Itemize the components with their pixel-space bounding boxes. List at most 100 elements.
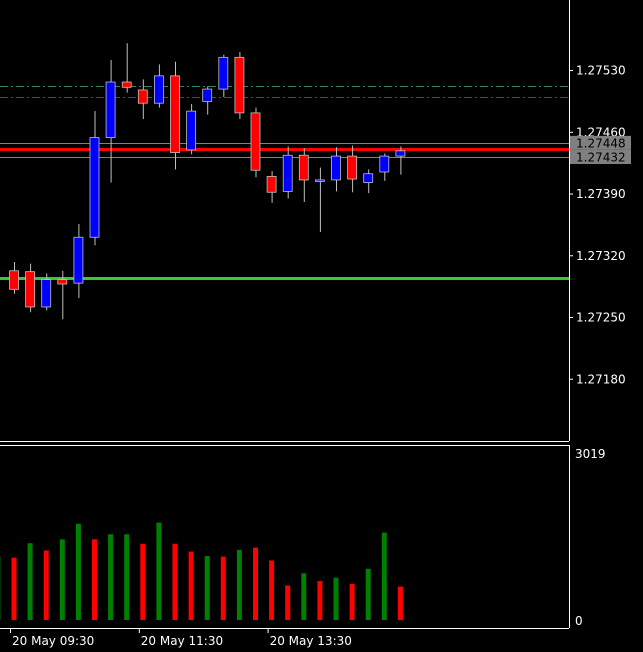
volume-panel: 3019 0 (0, 447, 606, 628)
price-tick-label: 1.27250 (576, 311, 626, 325)
volume-bar (397, 586, 403, 620)
candle (218, 54, 229, 98)
candle-body-bullish (73, 236, 84, 284)
candle-body-bullish (363, 173, 374, 183)
volume-bar (188, 551, 194, 620)
time-tick-label: 20 May 11:30 (141, 634, 223, 648)
candle-body-bearish (121, 81, 132, 88)
price-axis-ticks: 1.27530 1.27460 1.27390 1.27320 1.27250 1.271… (569, 64, 626, 386)
candle (9, 261, 19, 294)
candle (331, 147, 341, 192)
candle (170, 61, 180, 170)
volume-bar (253, 547, 258, 620)
candle (25, 263, 36, 313)
time-axis: 20 May 09:30 20 May 11:30 20 May 13:30 (10, 628, 352, 648)
volume-bar (333, 577, 339, 620)
candle (41, 273, 52, 311)
candles (9, 43, 406, 320)
time-tick-label: 20 May 09:30 (12, 634, 94, 648)
candle-body-bullish (218, 56, 229, 90)
volume-bar (220, 556, 226, 620)
price-level-tag (570, 135, 631, 150)
candle-body-bearish (234, 56, 245, 114)
volume-bar (11, 557, 17, 620)
volume-bar (108, 534, 114, 620)
candle (395, 146, 406, 175)
candle-body-bullish (331, 155, 341, 181)
candle-body-bearish (170, 75, 180, 153)
candle (250, 107, 261, 178)
candle-body-bullish (186, 110, 197, 151)
volume-bar (172, 543, 178, 620)
volume-bar (365, 568, 371, 620)
volume-max-label: 3019 (575, 447, 606, 461)
volume-bar (349, 583, 355, 620)
volume-bar (140, 543, 146, 620)
candle (137, 79, 148, 120)
candle-body-bearish (298, 154, 309, 181)
volume-bar (317, 581, 323, 620)
candle (363, 169, 374, 194)
volume-bars (0, 522, 403, 620)
candle (298, 148, 309, 202)
volume-bar (59, 539, 65, 620)
price-panel: 1.27530 1.27460 1.27390 1.27320 1.27250 1.271… (0, 43, 631, 386)
volume-bar (124, 534, 130, 620)
volume-bar (43, 550, 49, 620)
price-tick-label: 1.27530 (576, 64, 626, 78)
candle (347, 145, 358, 193)
candle-body-bullish (41, 279, 52, 308)
price-level-tag-label: 1.27448 (576, 136, 626, 150)
volume-bar (381, 532, 387, 620)
candle (282, 146, 293, 199)
price-level-tag-label: 1.27432 (576, 150, 626, 164)
volume-bar (269, 560, 275, 620)
volume-bar (285, 585, 291, 620)
price-level-tag (570, 149, 631, 164)
price-tick-label: 1.27180 (576, 372, 626, 386)
candle (121, 43, 132, 93)
candle-body-bearish (137, 89, 148, 104)
candle (314, 167, 325, 232)
candle (379, 153, 390, 181)
candle-body-bullish (202, 88, 213, 102)
candle (105, 59, 116, 183)
volume-axis: 3019 0 (575, 447, 606, 628)
candle (186, 104, 197, 155)
candle-body-bullish (395, 150, 406, 157)
candle-body-bearish (25, 271, 36, 308)
candle-body-bearish (9, 270, 19, 290)
candle-body-bullish (314, 179, 325, 182)
candle (89, 111, 100, 246)
candle-body-bearish (57, 279, 68, 285)
candle-body-bullish (105, 81, 116, 138)
candle (57, 270, 68, 320)
price-tick-label: 1.27390 (576, 187, 626, 201)
volume-bar (301, 573, 307, 620)
volume-bar (236, 549, 242, 620)
candle-body-bearish (266, 175, 277, 193)
candle (234, 52, 245, 120)
candle-body-bullish (153, 75, 164, 104)
volume-bar (92, 539, 97, 620)
time-tick-label: 20 May 13:30 (270, 634, 352, 648)
chart-frame (0, 0, 570, 629)
candle-body-bullish (379, 155, 390, 173)
candle (153, 64, 164, 108)
volume-bar (204, 556, 210, 620)
volume-bar (75, 523, 81, 620)
volume-bar (27, 543, 33, 620)
candle (266, 171, 277, 203)
candle-body-bullish (282, 154, 293, 192)
candle-body-bearish (347, 155, 358, 180)
volume-bar (156, 522, 162, 620)
candle (202, 86, 213, 115)
candle (73, 224, 84, 299)
price-tick-label: 1.27320 (576, 249, 626, 263)
candle-body-bearish (250, 112, 261, 171)
price-tick-label: 1.27460 (576, 125, 626, 139)
volume-zero-label: 0 (575, 614, 583, 628)
candle-body-bullish (89, 137, 100, 238)
